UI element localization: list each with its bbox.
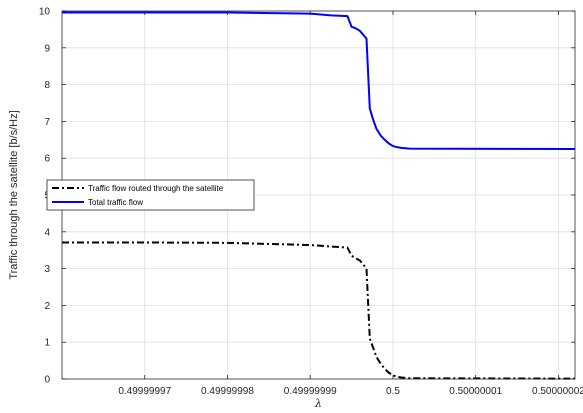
y-tick-label: 10 [39, 7, 51, 18]
x-tick-label: 0.49999998 [201, 386, 254, 397]
legend-label-2: Total traffic flow [88, 198, 143, 207]
y-axis-label: Traffic through the satellite [b/s/Hz] [8, 110, 20, 279]
legend-label-1: Traffic flow routed through the satellit… [88, 184, 224, 193]
series-line-2 [62, 11, 576, 150]
tick-labels: 0.49999997 0.49999998 0.49999999 0.5 0.50000… [39, 7, 583, 398]
x-tick-label: 0.50000002 [532, 386, 583, 397]
x-tick-label: 0.50000001 [449, 386, 502, 397]
y-tick-label: 2 [44, 301, 50, 312]
x-axis-label: λ [314, 397, 322, 410]
ticks [62, 10, 575, 380]
grid [62, 11, 575, 379]
y-tick-label: 8 [44, 80, 50, 91]
y-tick-label: 1 [44, 338, 50, 349]
series-line-1 [62, 241, 576, 380]
y-tick-label: 4 [44, 227, 50, 238]
y-tick-label: 9 [44, 43, 50, 54]
x-tick-label: 0.49999999 [284, 386, 337, 397]
series-layer [62, 11, 576, 380]
legend-box [46, 179, 255, 211]
y-tick-label: 3 [44, 264, 50, 275]
y-tick-label: 7 [44, 117, 50, 128]
y-tick-label: 0 [44, 375, 50, 386]
x-tick-label: 0.49999997 [118, 386, 171, 397]
y-tick-label: 6 [44, 154, 50, 165]
legend: Traffic flow routed through the satellit… [46, 179, 255, 211]
x-tick-label: 0.5 [386, 386, 400, 397]
